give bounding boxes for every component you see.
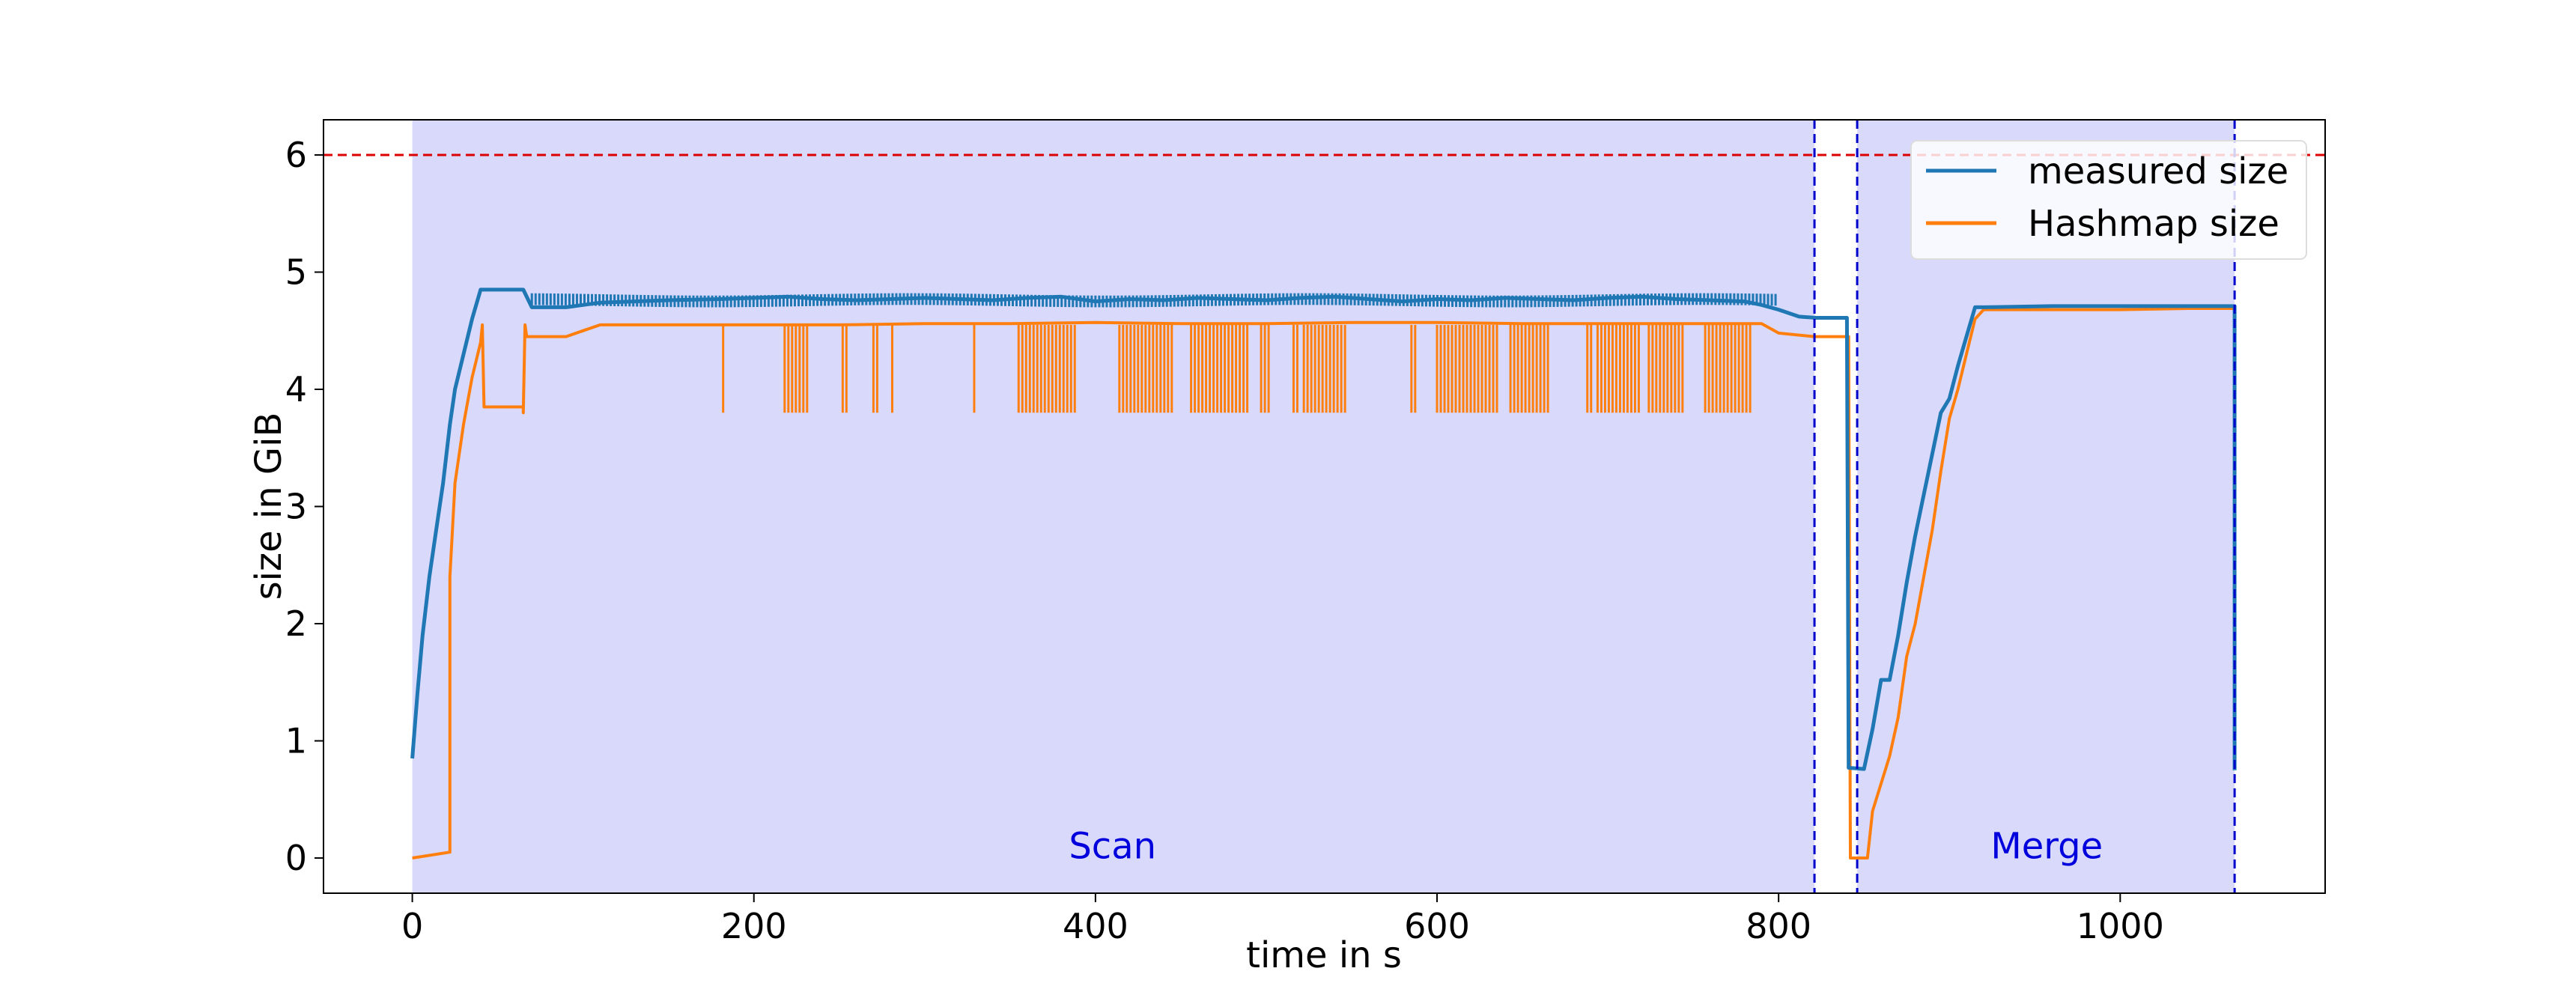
hashmap-drop-band [1260,324,1270,413]
x-tick-label: 800 [1746,906,1811,946]
hashmap-drop-band [1509,324,1549,413]
hashmap-drop-band [1410,324,1417,413]
hashmap-drop-band [1118,324,1173,413]
legend-entry: measured size [2028,150,2288,192]
y-axis-ticks: 0 1 2 3 4 5 6 [285,135,323,878]
hashmap-drop-band [1292,324,1298,413]
y-tick-label: 6 [285,135,307,175]
measured-size-oscillation [530,293,1777,308]
series-hashmap-size [412,307,2235,859]
x-axis-label: time in s [1246,934,1402,976]
hashmap-drop-band [872,324,878,413]
y-tick-label: 3 [285,487,307,527]
hashmap-drop-band [1704,324,1752,413]
y-tick-label: 4 [285,369,307,410]
series-lines [410,287,2237,859]
region-label-scan: Scan [1069,825,1156,867]
x-tick-label: 200 [721,906,787,946]
y-axis-label: size in GiB [248,413,290,600]
x-tick-label: 0 [401,906,423,946]
hashmap-drop-bands [722,324,1752,413]
hashmap-drop-band [1190,324,1249,413]
y-tick-label: 0 [285,838,307,878]
hashmap-drop-band [783,324,809,413]
x-axis-ticks: 0 200 400 600 800 1000 [401,893,2164,946]
hashmap-drop-band [1647,324,1684,413]
legend-box [1910,140,2307,260]
y-tick-label: 1 [285,721,307,761]
legend-entry: Hashmap size [2028,203,2279,245]
hashmap-drop-band [1017,324,1076,413]
x-tick-label: 1000 [2077,906,2164,946]
x-tick-label: 400 [1063,906,1128,946]
legend: measured size Hashmap size [1910,140,2307,260]
hashmap-drop-band [1436,324,1498,413]
region-label-merge: Merge [1990,825,2103,867]
x-tick-label: 600 [1404,906,1470,946]
region-scan [412,120,1815,893]
y-tick-label: 2 [285,603,307,644]
y-tick-label: 5 [285,252,307,292]
hashmap-drop-band [1302,324,1346,413]
hashmap-drop-band [1596,324,1640,413]
hashmap-drop-band [1586,324,1593,413]
hashmap-drop-band [841,324,848,413]
